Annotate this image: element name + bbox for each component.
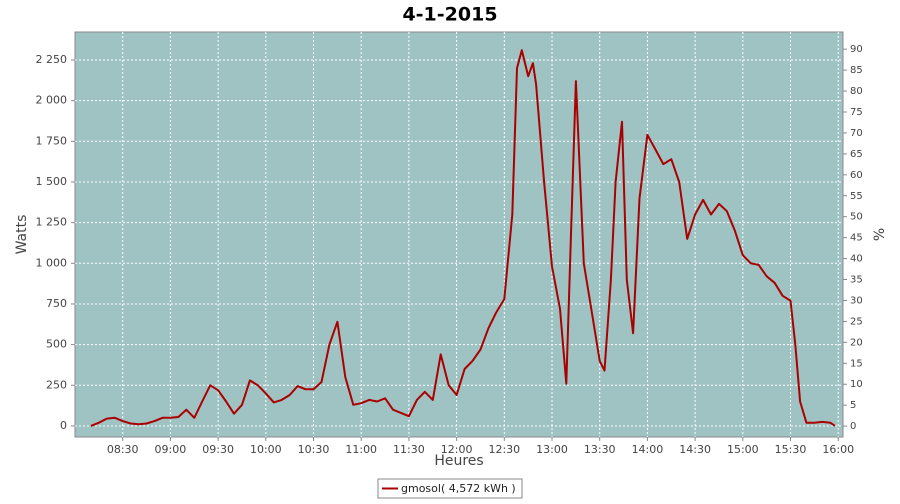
y2-tick-label: 70 [850, 128, 863, 139]
y2-tick-label: 45 [850, 233, 863, 244]
legend-label: gmosol( 4,572 kWh ) [401, 482, 516, 495]
x-tick-label: 10:30 [298, 443, 330, 456]
y-tick-label: 1 250 [36, 216, 68, 229]
y-tick-label: 2 250 [36, 53, 68, 66]
y2-tick-label: 10 [850, 379, 863, 390]
y-tick-label: 250 [46, 378, 67, 391]
y2-tick-label: 80 [850, 86, 863, 97]
x-tick-label: 13:00 [536, 443, 568, 456]
x-tick-label: 12:00 [441, 443, 473, 456]
x-tick-label: 09:30 [202, 443, 234, 456]
y-tick-label: 2 000 [36, 94, 68, 107]
data-line [90, 49, 836, 427]
y2-tick-label: 5 [850, 400, 856, 411]
x-tick-label: 15:00 [727, 443, 759, 456]
y2-tick-label: 15 [850, 358, 863, 369]
x-tick-label: 13:30 [584, 443, 616, 456]
x-tick-label: 12:30 [488, 443, 520, 456]
y2-axis-label: % [872, 228, 888, 241]
x-tick-label: 16:00 [822, 443, 854, 456]
y2-tick-label: 90 [850, 44, 863, 55]
y2-tick-label: 65 [850, 149, 863, 160]
x-tick-label: 10:00 [250, 443, 282, 456]
x-tick-label: 11:30 [393, 443, 425, 456]
y-tick-label: 1 750 [36, 134, 68, 147]
y-axis-label: Watts [14, 215, 30, 255]
y-tick-label: 750 [46, 297, 67, 310]
x-tick-label: 14:30 [679, 443, 711, 456]
legend-box [377, 478, 523, 499]
y2-tick-label: 55 [850, 191, 863, 202]
y-tick-label: 1 000 [36, 256, 68, 269]
y2-tick-label: 25 [850, 316, 863, 327]
plot-area [74, 31, 844, 438]
y-tick-label: 1 500 [36, 175, 68, 188]
y2-tick-label: 75 [850, 107, 863, 118]
x-tick-label: 15:30 [775, 443, 807, 456]
y2-tick-label: 35 [850, 275, 863, 286]
y2-tick-label: 50 [850, 212, 863, 223]
y2-tick-label: 60 [850, 170, 863, 181]
y2-tick-label: 20 [850, 337, 863, 348]
y2-tick-label: 30 [850, 295, 863, 306]
y2-tick-label: 40 [850, 254, 863, 265]
chart-title: 4-1-2015 [402, 4, 497, 26]
y-tick-label: 0 [60, 419, 67, 432]
y-tick-label: 500 [46, 338, 67, 351]
x-tick-label: 14:00 [632, 443, 664, 456]
y2-tick-label: 0 [850, 421, 856, 432]
y2-tick-label: 85 [850, 65, 863, 76]
x-tick-label: 09:00 [155, 443, 187, 456]
x-axis-label: Heures [434, 453, 483, 469]
x-tick-label: 08:30 [107, 443, 139, 456]
x-tick-label: 11:00 [345, 443, 377, 456]
